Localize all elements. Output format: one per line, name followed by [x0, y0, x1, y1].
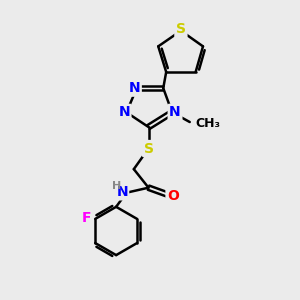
Text: N: N	[169, 105, 181, 119]
Text: CH₃: CH₃	[195, 117, 220, 130]
Text: S: S	[143, 142, 154, 155]
Text: N: N	[129, 81, 140, 95]
Text: S: S	[176, 22, 186, 36]
Text: F: F	[82, 211, 92, 225]
Text: N: N	[116, 185, 128, 199]
Text: O: O	[167, 189, 179, 202]
Text: H: H	[112, 181, 122, 191]
Text: N: N	[118, 105, 130, 119]
